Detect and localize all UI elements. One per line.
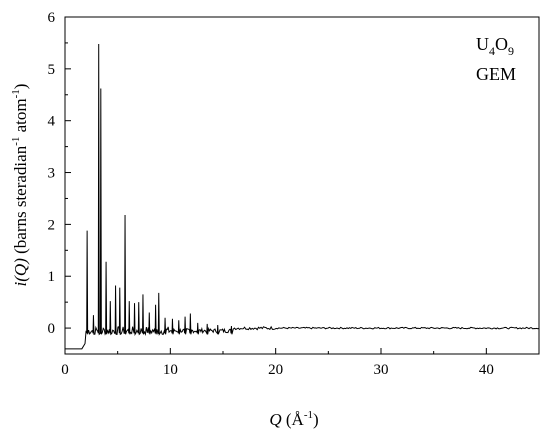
- y-tick-label: 5: [48, 62, 56, 78]
- y-tick-label: 3: [48, 166, 56, 182]
- formula-u: U: [476, 34, 489, 54]
- formula-o: O: [495, 34, 508, 54]
- y-axis-unit: (barns steradian: [11, 145, 30, 258]
- x-tick-label: 40: [479, 362, 494, 378]
- y-tick-label: 6: [48, 10, 56, 26]
- series-line: [65, 43, 540, 350]
- y-axis-unit-exp1: -1: [10, 137, 22, 146]
- y-axis-symbol: i(Q): [11, 258, 30, 287]
- x-tick-label: 30: [374, 362, 389, 378]
- y-axis-ticks: 0 1 2 3 4 5 6: [48, 10, 71, 337]
- x-axis-symbol: Q: [269, 410, 281, 429]
- y-tick-label: 1: [48, 269, 56, 285]
- y-tick-label: 2: [48, 217, 56, 233]
- x-axis-unit-exp: -1: [304, 409, 313, 421]
- x-tick-label: 10: [163, 362, 178, 378]
- y-tick-label: 4: [48, 114, 56, 130]
- y-axis-unit-exp2: -1: [10, 89, 22, 98]
- x-axis-unit: (Å: [282, 410, 305, 429]
- x-axis-title: Q (Å-1): [269, 409, 318, 429]
- y-axis-unit-mid: atom: [11, 98, 30, 136]
- x-axis-close: ): [313, 410, 319, 429]
- formula-o-sub: 9: [508, 44, 514, 58]
- x-tick-label: 0: [61, 362, 69, 378]
- plot-frame: [64, 16, 540, 355]
- x-tick-label: 20: [268, 362, 283, 378]
- annotation-formula: U4O9: [476, 34, 514, 58]
- y-axis-close: ): [11, 84, 30, 90]
- annotation-method: GEM: [476, 64, 516, 84]
- formula-u-sub: 4: [489, 44, 495, 58]
- y-axis-title: i(Q) (barns steradian-1 atom-1): [10, 84, 30, 287]
- x-axis-ticks: 0 10 20 30 40: [61, 348, 540, 378]
- y-tick-label: 0: [48, 321, 56, 337]
